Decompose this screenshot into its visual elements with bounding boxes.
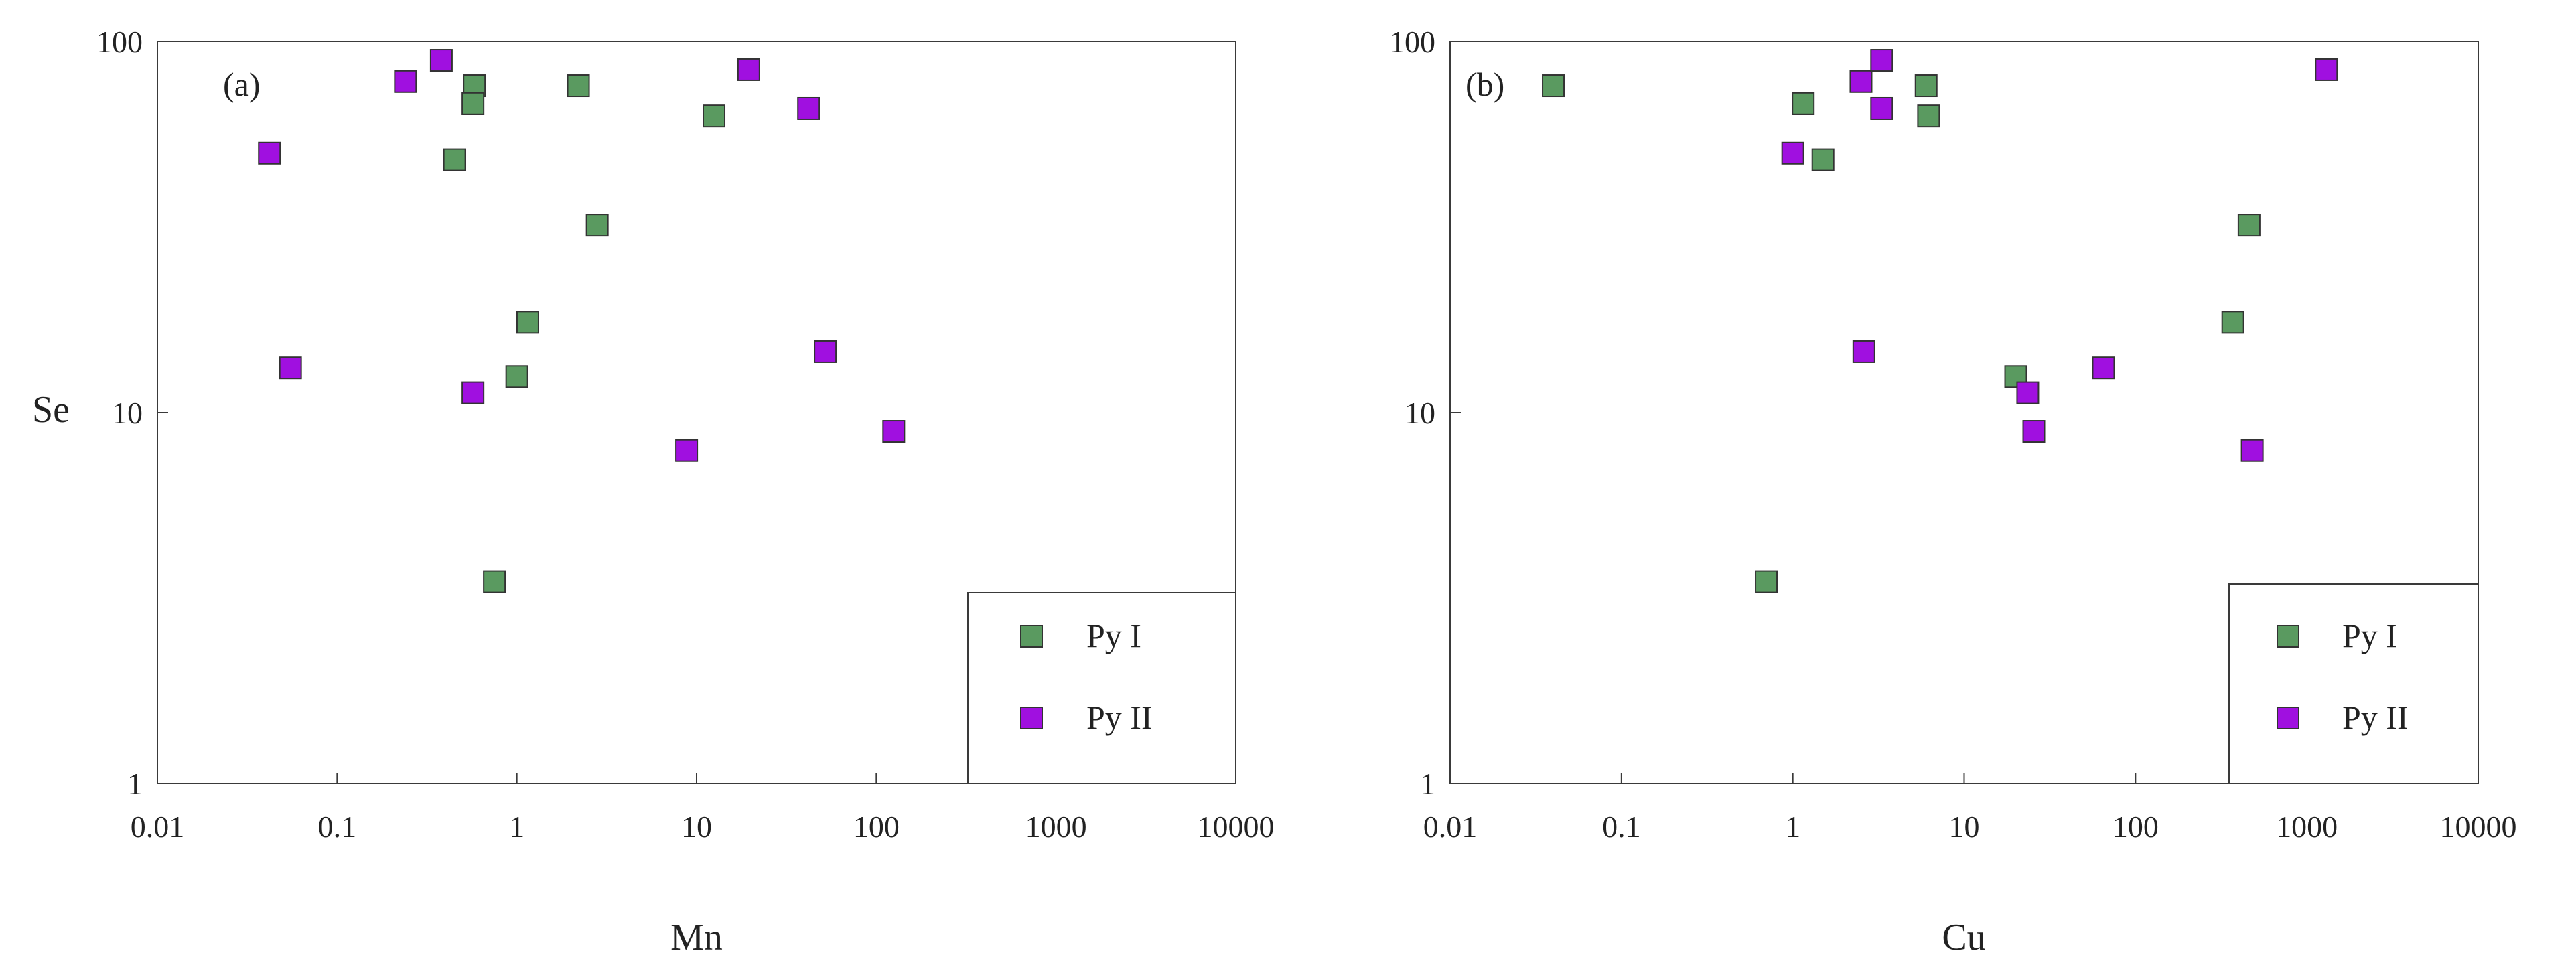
legend-label-py-ii: Py II xyxy=(1086,698,1153,736)
data-points xyxy=(258,49,906,593)
data-point-py-ii xyxy=(675,439,699,462)
legend-label-py-i: Py I xyxy=(1086,617,1141,654)
data-point-py-i xyxy=(703,104,726,128)
legend-marker-py-ii xyxy=(1020,707,1043,729)
data-point-py-ii xyxy=(279,356,302,380)
x-tick-label: 1000 xyxy=(2276,810,2338,844)
data-point-py-i xyxy=(461,92,485,115)
legend-marker-py-i xyxy=(2277,625,2299,648)
x-axis-ticks: 0.01 0.1 1 10 100 1000 10000 xyxy=(131,773,1275,844)
data-point-py-ii xyxy=(2022,420,2046,443)
panel-label: (b) xyxy=(1465,66,1504,103)
x-tick-label: 1 xyxy=(1785,810,1800,844)
x-axis-ticks: 0.01 0.1 1 10 100 1000 10000 xyxy=(1423,773,2517,844)
data-point-py-i xyxy=(1542,74,1565,98)
x-tick-label: 10000 xyxy=(2440,810,2517,844)
data-point-py-ii xyxy=(258,141,281,165)
data-point-py-ii xyxy=(1849,70,1873,93)
data-points xyxy=(1542,49,2338,593)
data-point-py-ii xyxy=(2016,381,2040,404)
legend-label-py-i: Py I xyxy=(2342,617,2397,654)
x-tick-label: 1000 xyxy=(1025,810,1087,844)
y-tick-label: 100 xyxy=(96,25,143,59)
y-axis-label: Se xyxy=(32,389,70,431)
data-point-py-i xyxy=(505,365,528,388)
x-tick-label: 0.01 xyxy=(131,810,185,844)
data-point-py-i xyxy=(2237,214,2261,237)
data-point-py-i xyxy=(1792,92,1815,115)
panel-label: (a) xyxy=(223,66,261,103)
data-point-py-ii xyxy=(797,96,820,120)
data-point-py-ii xyxy=(461,381,485,404)
data-point-py-i xyxy=(483,570,506,593)
data-point-py-i xyxy=(2221,311,2244,334)
x-tick-label: 100 xyxy=(853,810,900,844)
x-tick-label: 10 xyxy=(681,810,712,844)
legend-label-py-ii: Py II xyxy=(2342,698,2409,736)
data-point-py-ii xyxy=(2092,356,2115,380)
data-point-py-i xyxy=(1914,74,1938,98)
x-axis-label: Cu xyxy=(1942,917,1985,958)
y-axis-ticks: 1 10 100 xyxy=(96,25,168,801)
x-tick-label: 0.1 xyxy=(1602,810,1641,844)
data-point-py-i xyxy=(516,311,539,334)
x-tick-label: 0.1 xyxy=(318,810,357,844)
data-point-py-ii xyxy=(1781,141,1804,165)
chart-panel-b: (b) 0.01 0.1 1 10 100 1000 10000 1 10 100 Cu Py … xyxy=(1389,25,2517,958)
legend: Py I Py II xyxy=(967,592,1236,784)
data-point-py-ii xyxy=(2315,58,2338,81)
x-tick-label: 0.01 xyxy=(1423,810,1478,844)
data-point-py-i xyxy=(1917,104,1940,128)
data-point-py-i xyxy=(1755,570,1778,593)
y-tick-label: 1 xyxy=(127,767,143,801)
x-tick-label: 100 xyxy=(2113,810,2159,844)
y-tick-label: 100 xyxy=(1389,25,1435,59)
legend-marker-py-i xyxy=(1020,625,1043,648)
y-tick-label: 10 xyxy=(1405,396,1435,430)
x-axis-label: Mn xyxy=(670,917,723,958)
legend: Py I Py II xyxy=(2228,583,2479,784)
data-point-py-ii xyxy=(394,70,417,93)
y-axis-ticks: 1 10 100 xyxy=(1389,25,1461,801)
data-point-py-ii xyxy=(1870,49,1893,72)
data-point-py-ii xyxy=(737,58,760,81)
x-tick-label: 10 xyxy=(1949,810,1980,844)
data-point-py-i xyxy=(585,214,609,237)
data-point-py-i xyxy=(1811,148,1835,171)
data-point-py-i xyxy=(443,148,466,171)
data-point-py-ii xyxy=(1870,96,1893,120)
data-point-py-ii xyxy=(1852,340,1875,363)
x-tick-label: 10000 xyxy=(1198,810,1275,844)
y-tick-label: 10 xyxy=(112,396,143,430)
x-tick-label: 1 xyxy=(509,810,524,844)
legend-marker-py-ii xyxy=(2277,707,2299,729)
data-point-py-ii xyxy=(429,49,453,72)
data-point-py-i xyxy=(567,74,590,98)
y-tick-label: 1 xyxy=(1420,767,1435,801)
legend-box xyxy=(2228,583,2479,784)
legend-box xyxy=(967,592,1236,784)
data-point-py-ii xyxy=(882,420,906,443)
data-point-py-ii xyxy=(814,340,837,363)
data-point-py-ii xyxy=(2240,439,2264,462)
